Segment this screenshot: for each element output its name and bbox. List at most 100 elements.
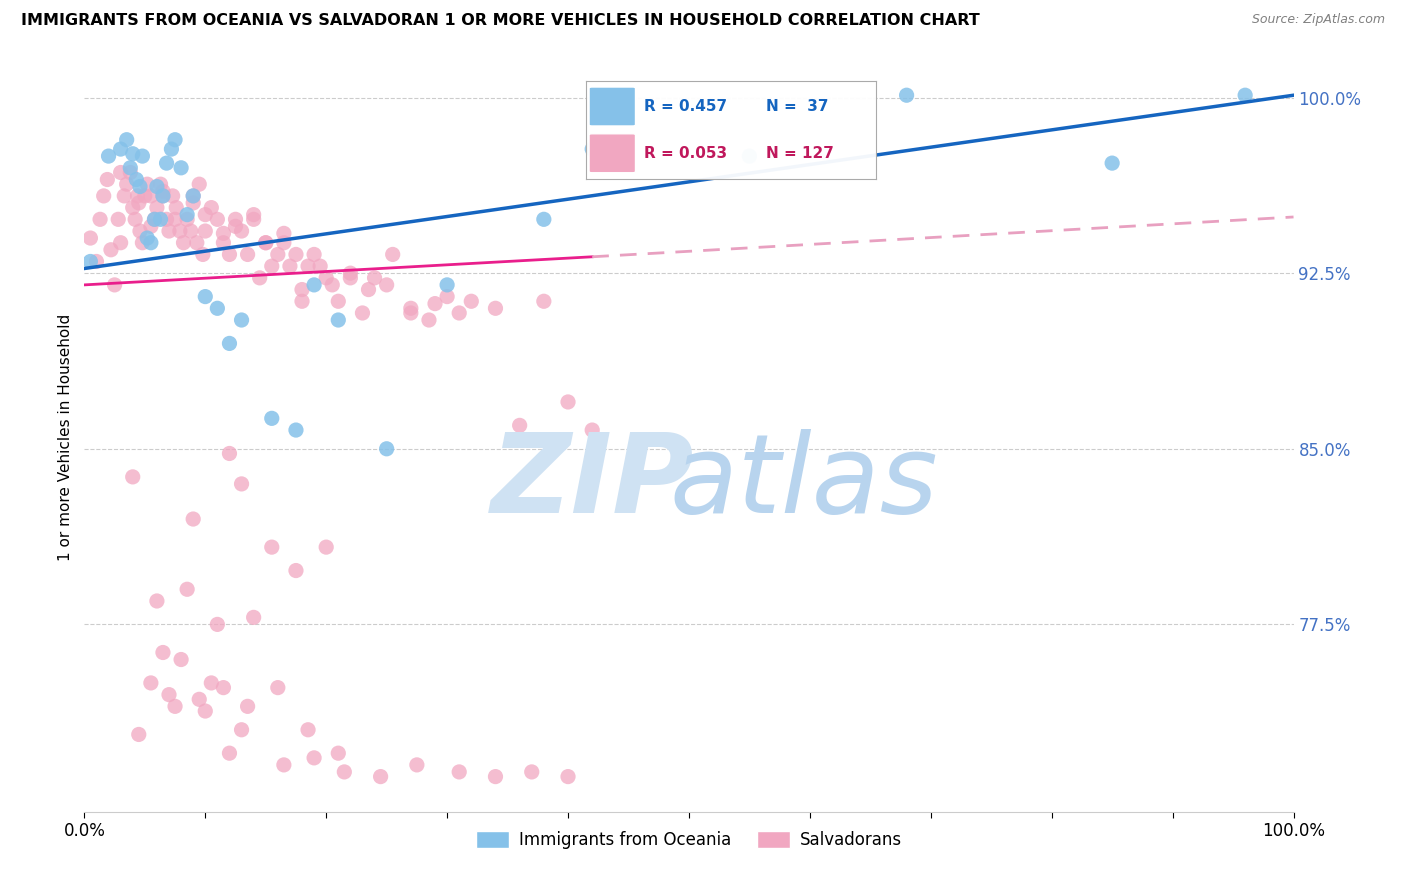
Point xyxy=(1101,156,1123,170)
Point xyxy=(309,259,332,273)
Point xyxy=(273,227,295,241)
Point xyxy=(165,201,187,215)
Point xyxy=(131,149,153,163)
Point xyxy=(121,470,143,484)
Point xyxy=(89,212,111,227)
Point xyxy=(302,751,325,765)
Point xyxy=(260,411,283,425)
Point xyxy=(406,757,429,772)
Point xyxy=(581,142,603,156)
Point xyxy=(242,208,264,222)
Point xyxy=(297,259,319,273)
Point xyxy=(169,224,191,238)
Point xyxy=(449,306,471,320)
Point xyxy=(218,336,240,351)
Point xyxy=(160,142,183,156)
Point xyxy=(146,594,169,608)
Point xyxy=(157,688,180,702)
Point xyxy=(139,676,162,690)
Point xyxy=(896,88,918,103)
Point xyxy=(110,142,132,156)
Point xyxy=(79,231,101,245)
Point xyxy=(165,699,187,714)
Point xyxy=(302,247,325,261)
Point xyxy=(86,254,108,268)
Point xyxy=(399,306,422,320)
Point xyxy=(188,178,211,192)
Point xyxy=(143,212,166,227)
Point xyxy=(124,212,146,227)
Point xyxy=(449,764,471,779)
Point xyxy=(96,172,118,186)
Point xyxy=(297,723,319,737)
Point xyxy=(125,172,148,186)
Point xyxy=(231,224,253,238)
Point xyxy=(93,189,115,203)
Point xyxy=(120,161,142,175)
Point xyxy=(180,224,202,238)
Point xyxy=(186,235,208,250)
Point xyxy=(1234,88,1257,103)
Point xyxy=(375,277,398,292)
Point xyxy=(194,224,217,238)
Point xyxy=(557,395,579,409)
Point xyxy=(115,133,138,147)
Point xyxy=(260,540,283,554)
Point xyxy=(260,259,283,273)
Point xyxy=(143,212,166,227)
Point xyxy=(284,247,308,261)
Point xyxy=(131,235,153,250)
Y-axis label: 1 or more Vehicles in Household: 1 or more Vehicles in Household xyxy=(58,313,73,561)
Point xyxy=(328,746,350,760)
Point xyxy=(207,617,229,632)
Point xyxy=(242,610,264,624)
Point xyxy=(284,564,308,578)
Legend: Immigrants from Oceania, Salvadorans: Immigrants from Oceania, Salvadorans xyxy=(470,824,908,855)
Point xyxy=(218,247,240,261)
Point xyxy=(370,770,392,784)
Point xyxy=(104,277,127,292)
Point xyxy=(315,270,337,285)
Point xyxy=(120,165,142,179)
Point xyxy=(375,442,398,456)
Point xyxy=(191,247,214,261)
Point xyxy=(460,294,482,309)
Point xyxy=(339,266,361,280)
Point xyxy=(231,313,253,327)
Point xyxy=(134,189,156,203)
Text: ZIP: ZIP xyxy=(491,428,695,535)
Point xyxy=(484,770,506,784)
Point xyxy=(146,201,169,215)
Point xyxy=(194,208,217,222)
Point xyxy=(139,235,162,250)
Point xyxy=(328,294,350,309)
Point xyxy=(533,294,555,309)
Point xyxy=(121,146,143,161)
Point xyxy=(249,270,271,285)
Point xyxy=(200,201,222,215)
Point xyxy=(139,189,162,203)
Point xyxy=(207,301,229,316)
Point xyxy=(100,243,122,257)
Point xyxy=(273,757,295,772)
Point xyxy=(436,289,458,303)
Point xyxy=(418,313,440,327)
Point xyxy=(484,301,506,316)
Point xyxy=(236,699,259,714)
Point xyxy=(321,277,343,292)
Point xyxy=(128,727,150,741)
Point xyxy=(181,189,204,203)
Point xyxy=(436,277,458,292)
Point xyxy=(231,723,253,737)
Point xyxy=(127,189,149,203)
Point xyxy=(136,178,159,192)
Point xyxy=(581,423,603,437)
Point xyxy=(200,676,222,690)
Point xyxy=(165,133,187,147)
Point xyxy=(181,189,204,203)
Point xyxy=(112,189,135,203)
Point xyxy=(509,418,531,433)
Point xyxy=(357,283,380,297)
Point xyxy=(129,224,152,238)
Point xyxy=(110,235,132,250)
